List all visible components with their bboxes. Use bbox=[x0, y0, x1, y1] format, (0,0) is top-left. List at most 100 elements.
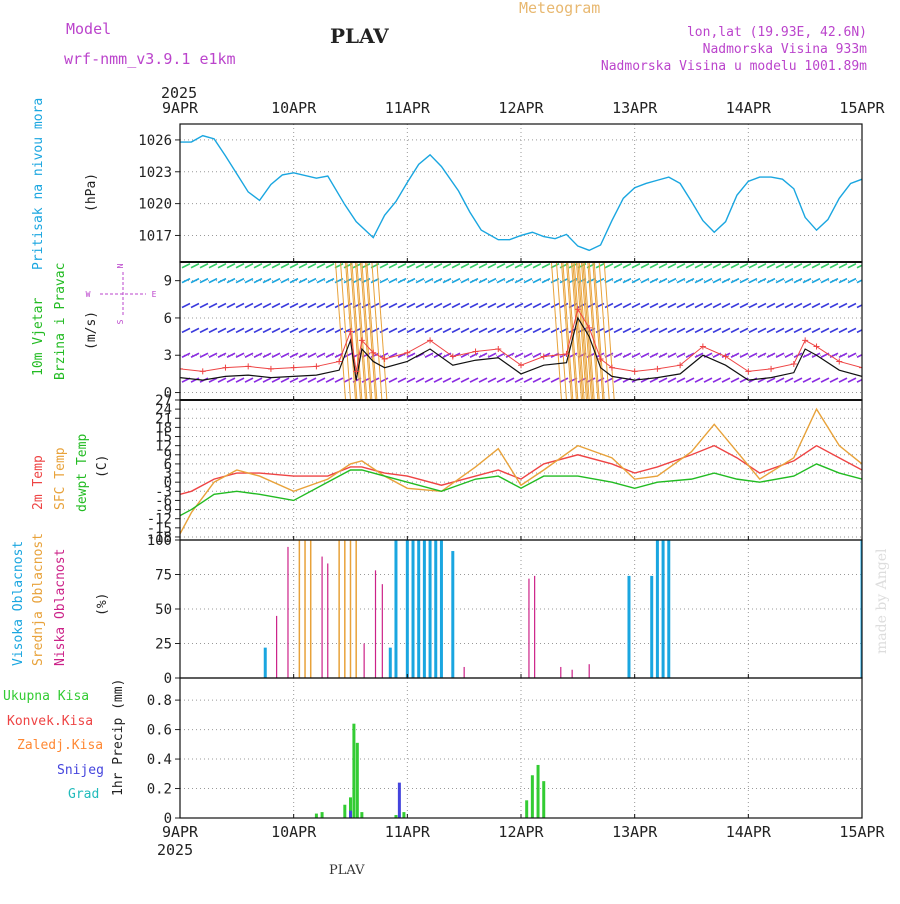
cloud-bar bbox=[655, 540, 659, 678]
wind-barb bbox=[658, 327, 668, 334]
wind-barb bbox=[802, 352, 812, 358]
wind-gust-marker bbox=[768, 365, 775, 372]
wind-barb bbox=[721, 277, 731, 284]
wind-barb bbox=[838, 377, 848, 383]
wind-barb bbox=[325, 263, 335, 269]
cloud-bar bbox=[388, 647, 392, 678]
plot-area bbox=[314, 723, 546, 818]
wind-barb bbox=[829, 377, 839, 383]
y-tick-label: 0 bbox=[164, 475, 172, 491]
wind-barb bbox=[712, 277, 722, 284]
wind-barb bbox=[208, 277, 218, 284]
wind-barb bbox=[469, 377, 479, 383]
cloud-bar bbox=[374, 570, 377, 678]
y-tick-label: -18 bbox=[147, 530, 172, 546]
wind-barb bbox=[442, 302, 452, 309]
wind-gust-marker bbox=[290, 364, 297, 371]
wind-barb bbox=[235, 377, 245, 383]
wind-barb bbox=[739, 327, 749, 334]
cloud-bar bbox=[287, 546, 289, 678]
wind-barb bbox=[622, 263, 632, 269]
wind-gust-marker bbox=[381, 355, 388, 362]
wind-gust-marker bbox=[404, 349, 411, 356]
wind-barb bbox=[289, 327, 299, 334]
wind-barb bbox=[469, 263, 479, 269]
wind-barb bbox=[244, 352, 254, 358]
precip-bar bbox=[402, 812, 406, 818]
wind-barb bbox=[226, 377, 236, 383]
temp-2m-label: 2m Temp bbox=[31, 455, 46, 510]
wind-barb bbox=[505, 352, 515, 358]
wind-barb bbox=[631, 327, 641, 334]
wind-barb bbox=[685, 302, 695, 309]
wind-barb bbox=[424, 263, 434, 269]
precip-bar bbox=[343, 804, 347, 818]
wind-barb bbox=[325, 277, 335, 284]
wind-barb bbox=[487, 327, 497, 334]
wind-barb bbox=[598, 262, 610, 400]
wind-barb bbox=[244, 327, 254, 334]
cloud-bar bbox=[349, 540, 352, 678]
wind-barb bbox=[631, 277, 641, 284]
cloud-bar bbox=[355, 540, 357, 678]
wind-barb bbox=[649, 263, 659, 269]
temp-sfc-label: SFC Temp bbox=[53, 447, 68, 510]
wind-barb bbox=[694, 277, 704, 284]
wind-barb bbox=[334, 327, 344, 334]
wind-barb bbox=[199, 277, 209, 284]
wind-barb bbox=[388, 352, 398, 358]
wind-barb bbox=[775, 352, 785, 358]
wind-barb bbox=[856, 378, 862, 383]
plot-area bbox=[263, 540, 862, 678]
wind-barb bbox=[487, 277, 497, 284]
cloud-bar bbox=[417, 540, 421, 678]
wind-gust-marker bbox=[859, 364, 862, 371]
wind-barb bbox=[316, 302, 326, 309]
cloud-bar bbox=[534, 575, 536, 678]
wind-barb bbox=[190, 302, 200, 309]
y-tick-label: 100 bbox=[147, 533, 172, 549]
wind-barb bbox=[757, 327, 767, 334]
wind-barb bbox=[235, 352, 245, 358]
wind-gust-marker bbox=[267, 365, 274, 372]
cloud-bar bbox=[338, 540, 340, 678]
wind-barb bbox=[560, 262, 572, 400]
wind-barb bbox=[658, 277, 668, 284]
pressure-title: Pritisak na nivou mora bbox=[31, 98, 46, 270]
y-tick-label: 9 bbox=[164, 274, 172, 290]
cloud-bar bbox=[560, 666, 562, 678]
wind-barb bbox=[820, 302, 830, 309]
wind-barb bbox=[622, 302, 632, 309]
wind-barb bbox=[181, 327, 191, 334]
wind-barb bbox=[811, 327, 821, 334]
cloud-bar bbox=[571, 669, 573, 678]
wind-barb bbox=[298, 302, 308, 309]
y-tick-label: 6 bbox=[164, 311, 172, 327]
wind-barb bbox=[334, 377, 344, 383]
cloud-bar bbox=[363, 643, 365, 678]
wind-barb bbox=[583, 262, 595, 400]
compass-w: W bbox=[86, 290, 91, 299]
wind-barb bbox=[343, 352, 353, 358]
cloud-bar bbox=[661, 540, 665, 678]
wind-barb bbox=[442, 327, 452, 334]
wind-barb bbox=[532, 277, 542, 284]
wind-barb bbox=[649, 377, 659, 383]
bottom-date-9APR: 9APR bbox=[162, 823, 199, 841]
plot-area bbox=[180, 262, 862, 400]
wind-barb bbox=[730, 352, 740, 358]
wind-barb bbox=[397, 277, 407, 284]
wind-barb bbox=[802, 377, 812, 383]
wind-barb bbox=[712, 377, 722, 383]
precip-bar bbox=[355, 742, 359, 818]
wind-barb bbox=[775, 302, 785, 309]
wind-barb bbox=[847, 327, 857, 334]
wind-barb bbox=[856, 328, 862, 334]
model-label: Model bbox=[66, 20, 111, 38]
wind-barb bbox=[406, 352, 416, 358]
model-name: wrf-nmm_v3.9.1 e1km bbox=[64, 50, 236, 68]
wind-barb bbox=[496, 302, 506, 309]
wind-barb bbox=[235, 277, 245, 284]
cloud-high-label: Visoka Oblacnost bbox=[11, 541, 26, 666]
wind-barb bbox=[667, 263, 677, 269]
